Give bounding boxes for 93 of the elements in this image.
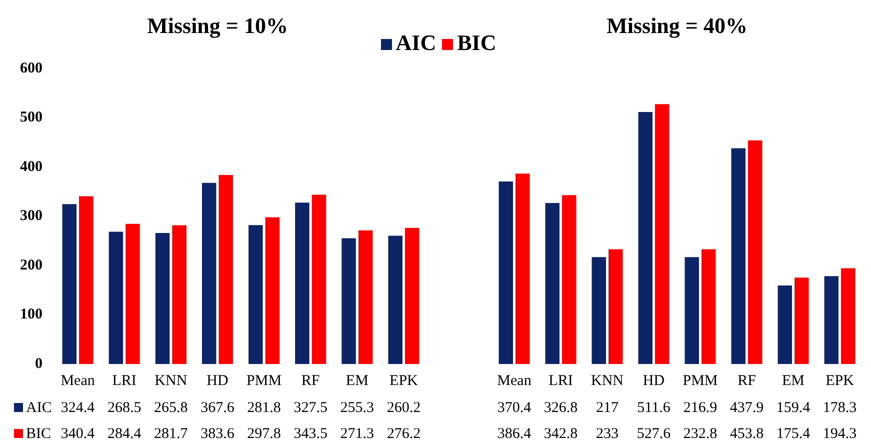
data-label: 370.4 [497,400,532,416]
x-tick-label: Mean [497,372,532,389]
data-label: 281.8 [247,400,281,416]
data-label: 511.6 [637,400,671,416]
data-label: 367.6 [200,400,235,416]
x-tick-label: LRI [548,372,573,389]
bar [126,224,140,364]
x-tick-label: HD [206,372,228,389]
data-label: 232.8 [683,426,718,442]
bar [592,257,606,364]
data-label: 216.9 [683,400,718,416]
x-tick-label: RF [738,372,756,389]
data-label: 327.5 [294,400,328,416]
legend-label: AIC [396,30,436,55]
data-label: 276.2 [386,426,421,442]
x-tick-label: EPK [826,372,854,389]
data-label: 453.8 [730,426,764,442]
x-tick-label: EM [782,372,804,389]
bar [841,268,856,364]
data-label: 437.9 [730,400,764,416]
bar [516,174,530,364]
chart-title: Missing = 10% [147,12,288,38]
y-tick-label: 100 [20,306,42,323]
y-tick-label: 600 [20,60,42,76]
x-tick-label: RF [301,372,320,389]
data-label: 175.4 [776,426,811,442]
data-label: 271.3 [340,426,374,442]
data-label: 324.4 [60,400,96,416]
x-tick-label: PMM [682,372,718,389]
x-tick-label: LRI [112,372,136,389]
data-label: 217 [596,400,619,416]
legend-label: AIC [26,400,52,416]
bar [218,175,233,364]
bar [655,104,670,364]
y-tick-label: 300 [20,208,42,224]
x-tick-label: KNN [154,372,188,389]
data-label: 178.3 [822,400,857,416]
bar [202,182,216,364]
data-label: 342.8 [544,426,578,442]
bar [248,225,263,364]
bar [824,276,838,364]
legend-label: BIC [26,426,52,442]
x-tick-label: HD [642,372,665,389]
x-tick-label: Mean [60,372,96,389]
bar [702,249,716,364]
data-label: 340.4 [60,426,96,442]
bar [778,285,792,364]
bar [62,204,77,364]
bar [155,233,170,364]
chart-title: Missing = 40% [606,12,748,38]
y-tick-label: 500 [20,110,42,126]
bar [79,196,94,364]
data-label: 159.4 [776,400,811,416]
data-label: 265.8 [154,400,188,416]
bar [172,225,186,364]
data-label: 233 [596,426,618,442]
x-tick-label: PMM [246,372,282,389]
data-label: 255.3 [340,400,374,416]
data-label: 527.6 [636,426,672,442]
bar [108,232,124,364]
bar [684,257,699,364]
data-label: 386.4 [497,426,532,442]
data-label: 268.5 [107,400,142,416]
data-label: 194.3 [822,426,857,442]
bar [748,140,762,364]
data-label: 284.4 [107,426,142,442]
bar [295,202,310,364]
x-tick-label: EM [346,372,368,389]
data-label: 260.2 [386,400,421,416]
bar [404,228,420,364]
data-label: 281.7 [154,426,188,442]
y-tick-label: 0 [35,356,42,372]
bar [608,249,623,364]
data-label: 326.8 [544,400,578,416]
data-label: 297.8 [247,426,281,442]
bar [794,278,809,364]
legend-label: BIC [457,30,496,55]
bar [265,217,280,364]
bar [358,230,373,364]
bar [498,182,513,364]
bar [562,195,576,364]
bar [388,236,402,364]
bar [342,238,356,364]
data-label: 383.6 [200,426,235,442]
bar [545,202,560,364]
bar [731,148,746,364]
y-tick-label: 200 [20,257,42,274]
bar [312,194,326,364]
y-tick-label: 400 [20,158,42,175]
x-tick-label: EPK [390,372,418,389]
data-label: 343.5 [294,426,328,442]
x-tick-label: KNN [591,372,624,389]
bar [638,112,652,364]
